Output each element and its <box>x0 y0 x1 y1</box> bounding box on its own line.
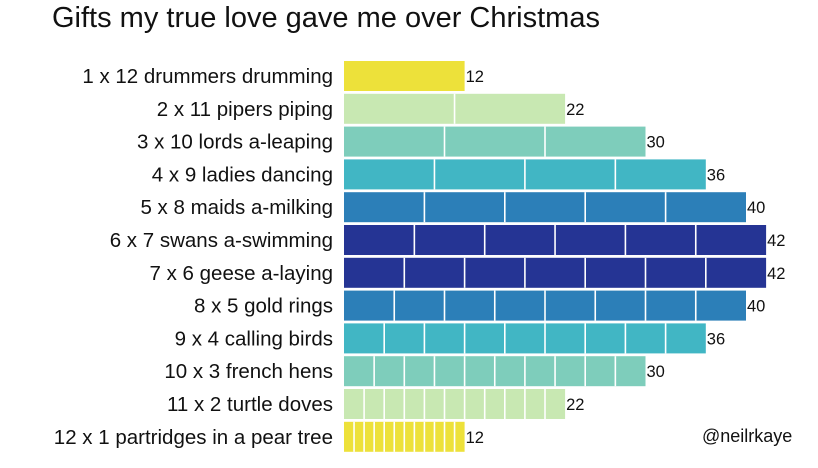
category-label: 6 x 7 swans a-swimming <box>110 229 333 252</box>
value-label: 40 <box>747 298 765 316</box>
category-label: 10 x 3 french hens <box>164 360 333 383</box>
author-credit: @neilrkaye <box>702 426 793 446</box>
value-label: 30 <box>647 134 665 152</box>
bar <box>344 421 465 452</box>
value-label: 22 <box>566 396 584 414</box>
category-label: 8 x 5 gold rings <box>194 295 333 318</box>
bar-fill <box>344 389 566 419</box>
category-label: 3 x 10 lords a-leaping <box>137 131 333 154</box>
bar <box>344 290 746 321</box>
bar <box>344 192 746 223</box>
category-label: 12 x 1 partridges in a pear tree <box>54 426 333 449</box>
bar <box>344 61 465 91</box>
value-label: 40 <box>747 199 765 217</box>
bar <box>344 257 767 288</box>
category-label: 1 x 12 drummers drumming <box>82 65 333 88</box>
value-label: 36 <box>707 330 725 348</box>
category-label: 2 x 11 pipers piping <box>157 98 333 121</box>
category-label: 9 x 4 calling birds <box>175 327 333 350</box>
value-label: 42 <box>767 265 785 283</box>
bar <box>344 126 646 157</box>
chart-title: Gifts my true love gave me over Christma… <box>52 2 600 34</box>
bar-fill <box>344 192 746 223</box>
value-label: 36 <box>707 166 725 184</box>
category-label: 4 x 9 ladies dancing <box>152 163 333 186</box>
category-label: 5 x 8 maids a-milking <box>140 196 333 219</box>
bar <box>344 225 767 255</box>
bar <box>344 323 706 354</box>
bar <box>344 159 706 190</box>
bar-fill <box>344 323 706 354</box>
value-label: 12 <box>466 68 484 86</box>
value-label: 12 <box>466 429 484 447</box>
bar-fill <box>344 61 465 91</box>
value-label: 30 <box>647 363 665 381</box>
bar <box>344 356 646 387</box>
category-label: 11 x 2 turtle doves <box>167 393 333 416</box>
bar <box>344 93 566 124</box>
bar-fill <box>344 257 767 288</box>
value-label: 42 <box>767 232 785 250</box>
bar <box>344 389 566 419</box>
value-label: 22 <box>566 101 584 119</box>
category-label: 7 x 6 geese a-laying <box>150 262 333 285</box>
bar-fill <box>344 126 646 157</box>
